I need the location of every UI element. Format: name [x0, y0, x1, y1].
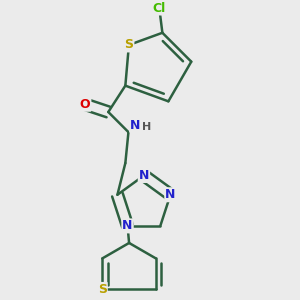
Text: N: N: [130, 119, 140, 132]
Text: S: S: [98, 283, 107, 296]
Text: H: H: [142, 122, 151, 133]
Text: N: N: [122, 219, 133, 232]
Text: Cl: Cl: [153, 2, 166, 14]
Text: S: S: [124, 38, 134, 52]
Text: N: N: [139, 169, 149, 182]
Text: N: N: [165, 188, 176, 201]
Text: O: O: [80, 98, 90, 111]
